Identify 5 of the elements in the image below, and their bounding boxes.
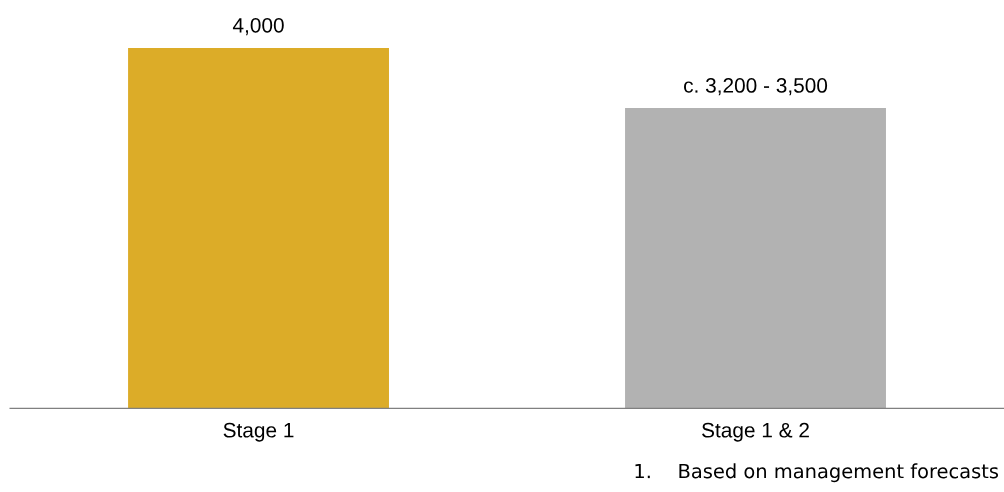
text: 1. Based on management forecasts [635,463,999,483]
data-label: 4,000 [232,17,284,36]
x-tick-label: Stage 1 [223,422,294,442]
data-label: c. 3,200 - 3,500 [684,78,828,96]
x-tick-label: Stage 1 & 2 [702,422,809,442]
